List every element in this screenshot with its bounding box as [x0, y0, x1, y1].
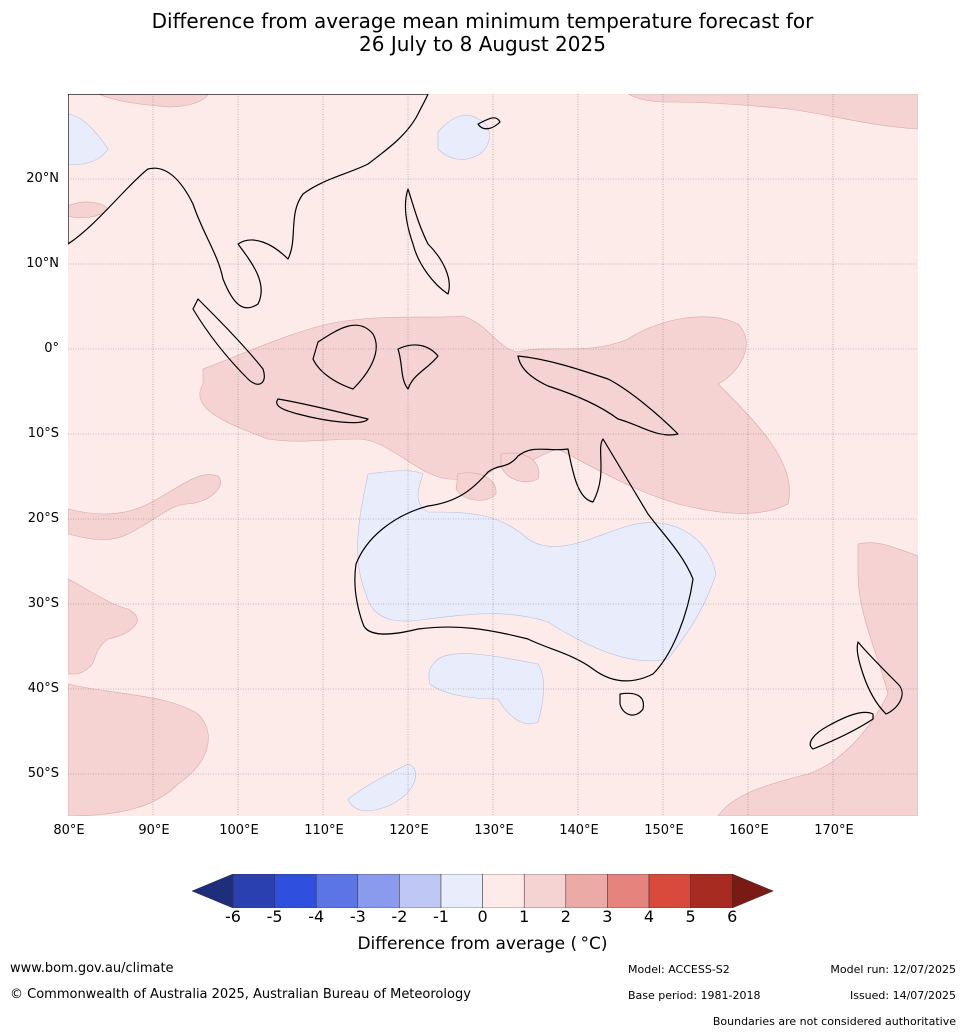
- lat-label-10s: 10°S: [27, 426, 59, 441]
- colorbar-cell: [357, 874, 400, 908]
- anomaly-region-maritime: [199, 315, 790, 514]
- footer-base-period: Base period: 1981-2018: [628, 989, 761, 1002]
- lon-label-80e: 80°E: [53, 823, 85, 838]
- colorbar-cell: [607, 874, 650, 908]
- colorbar-cell: [523, 874, 567, 908]
- colorbar-tick-label: 4: [643, 907, 655, 926]
- coastline-new-guinea: [517, 355, 679, 436]
- colorbar-cell: [690, 874, 733, 908]
- colorbar-tick-label: 5: [685, 907, 696, 926]
- forecast-map: [68, 94, 918, 816]
- anomaly-region-arafura: [500, 452, 540, 483]
- lat-label-30s: 30°S: [27, 596, 59, 611]
- anomaly-region-tasman: [717, 542, 918, 816]
- lon-label-130e: 130°E: [474, 823, 514, 838]
- graticule: [68, 94, 918, 816]
- coastline-tasmania: [619, 692, 645, 716]
- map-svg: [68, 94, 918, 816]
- coastline-japan: [477, 117, 501, 130]
- coastline-sulawesi: [397, 344, 439, 390]
- coastline-mainland-asia: [68, 94, 429, 309]
- coastline-philippines: [404, 188, 450, 295]
- colorbar-extend-low: [192, 874, 234, 908]
- anomaly-region-timor-sea: [455, 472, 497, 501]
- colorbar-tick-label: 1: [519, 907, 530, 926]
- colorbar-cell: [399, 874, 442, 908]
- lat-label-40s: 40°S: [27, 681, 59, 696]
- anomaly-region-east-china-sea: [437, 114, 490, 160]
- anomaly-region-southwest-indian: [68, 578, 138, 675]
- colorbar-cell: [648, 874, 691, 908]
- title-line-2: 26 July to 8 August 2025: [359, 32, 606, 56]
- colorbar-tick-label: -6: [225, 907, 241, 926]
- colorbar-cell: [315, 874, 359, 908]
- lat-label-50s: 50°S: [27, 766, 59, 781]
- colorbar-tick-label: -3: [349, 907, 366, 926]
- lat-label-20s: 20°S: [27, 511, 59, 526]
- colorbar-tick-label: -1: [433, 907, 449, 926]
- colorbar: [192, 874, 774, 908]
- lon-label-90e: 90°E: [138, 823, 170, 838]
- footer-issued: Issued: 14/07/2025: [849, 989, 956, 1002]
- lon-label-100e: 100°E: [219, 823, 259, 838]
- footer-model: Model: ACCESS-S2: [628, 963, 730, 976]
- colorbar-tick-label: 6: [727, 907, 738, 926]
- colorbar-tick-label: -5: [266, 907, 283, 926]
- lat-label-10n: 10°N: [26, 256, 59, 271]
- footer-copyright: © Commonwealth of Australia 2025, Austra…: [10, 987, 471, 1002]
- lon-label-110e: 110°E: [304, 823, 344, 838]
- anomaly-regions-positive: [68, 94, 918, 816]
- colorbar-tick-label: 3: [602, 907, 613, 926]
- colorbar-tick-label: 2: [560, 907, 571, 926]
- footer-disclaimer: Boundaries are not considered authoritat…: [712, 1015, 956, 1028]
- anomaly-region-bight: [428, 653, 545, 725]
- colorbar-cell: [274, 874, 317, 908]
- coastline-sumatra: [192, 298, 265, 385]
- anomaly-region-north-pacific: [627, 94, 918, 130]
- lon-label-140e: 140°E: [559, 823, 599, 838]
- lat-label-0: 0°: [44, 341, 59, 356]
- coastline-java: [276, 398, 369, 424]
- anomaly-region-south-ocean: [68, 683, 209, 816]
- anomaly-region-south-indian: [68, 474, 221, 541]
- coastline-borneo: [312, 324, 377, 390]
- map-title: Difference from average mean minimum tem…: [0, 10, 965, 56]
- title-line-1: Difference from average mean minimum tem…: [151, 9, 814, 33]
- colorbar-cell: [482, 874, 525, 908]
- colorbar-extend-high: [731, 874, 774, 908]
- colorbar-label: Difference from average ( °C): [357, 934, 608, 954]
- coastline-new-zealand-north: [856, 641, 903, 715]
- lon-label-150e: 150°E: [644, 823, 684, 838]
- colorbar-tick-label: 0: [477, 907, 488, 926]
- anomaly-region-inland-australia: [357, 470, 717, 662]
- colorbar-tick-label: -2: [391, 907, 408, 926]
- lon-label-160e: 160°E: [729, 823, 769, 838]
- footer-website: www.bom.gov.au/climate: [10, 961, 174, 976]
- lon-label-120e: 120°E: [389, 823, 429, 838]
- footer-model-run: Model run: 12/07/2025: [830, 963, 956, 976]
- colorbar-cell: [565, 874, 608, 908]
- anomaly-regions-negative: [68, 113, 717, 812]
- anomaly-region-south-china: [97, 94, 209, 108]
- anomaly-region-tibet: [68, 113, 109, 165]
- lat-label-20n: 20°N: [26, 171, 59, 186]
- colorbar-cell: [232, 874, 275, 908]
- lon-label-170e: 170°E: [814, 823, 854, 838]
- colorbar-tick-label: -4: [308, 907, 325, 926]
- anomaly-region-southern-ocean: [347, 763, 417, 812]
- coastline-new-zealand-south: [809, 711, 874, 750]
- colorbar-cell: [440, 874, 483, 908]
- coastline-australia: [354, 438, 694, 682]
